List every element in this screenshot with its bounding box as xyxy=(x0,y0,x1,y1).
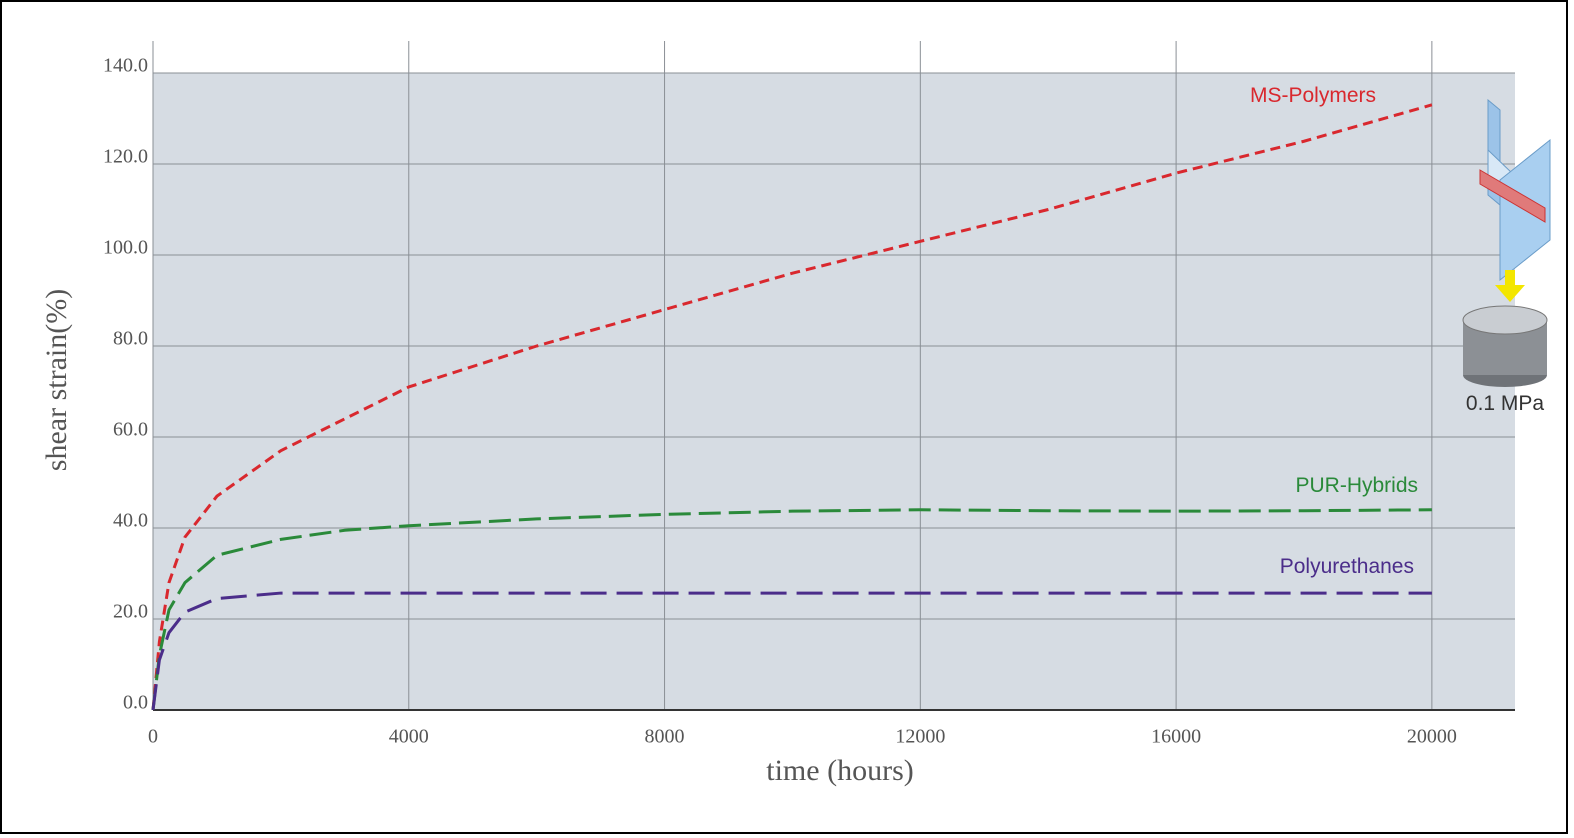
series-line xyxy=(151,103,1433,711)
y-tick-label: 100.0 xyxy=(103,237,148,259)
series-line xyxy=(151,508,1432,711)
x-tick-label: 16000 xyxy=(1151,726,1201,748)
y-tick-label: 80.0 xyxy=(113,328,148,350)
y-axis-label: shear strain(%) xyxy=(40,289,73,471)
y-tick-label: 20.0 xyxy=(113,601,148,623)
x-tick-label: 0 xyxy=(148,726,158,748)
shear-icon xyxy=(1462,98,1551,387)
x-tick-label: 12000 xyxy=(895,726,945,748)
x-tick-label: 8000 xyxy=(645,726,685,748)
x-axis-label: time (hours) xyxy=(766,754,913,787)
x-tick-label: 4000 xyxy=(389,726,429,748)
series-label: MS-Polymers xyxy=(1250,84,1376,107)
series-line xyxy=(151,591,1432,711)
series-label: PUR-Hybrids xyxy=(1295,474,1418,497)
y-tick-label: 0.0 xyxy=(123,692,148,714)
y-tick-label: 140.0 xyxy=(103,55,148,77)
y-tick-label: 60.0 xyxy=(113,419,148,441)
x-tick-label: 20000 xyxy=(1407,726,1457,748)
series-label: Polyurethanes xyxy=(1280,555,1414,578)
y-tick-label: 120.0 xyxy=(103,146,148,168)
annotation: 0.1 MPa xyxy=(1466,392,1545,415)
y-tick-label: 40.0 xyxy=(113,510,148,532)
plot-area xyxy=(153,73,1515,710)
